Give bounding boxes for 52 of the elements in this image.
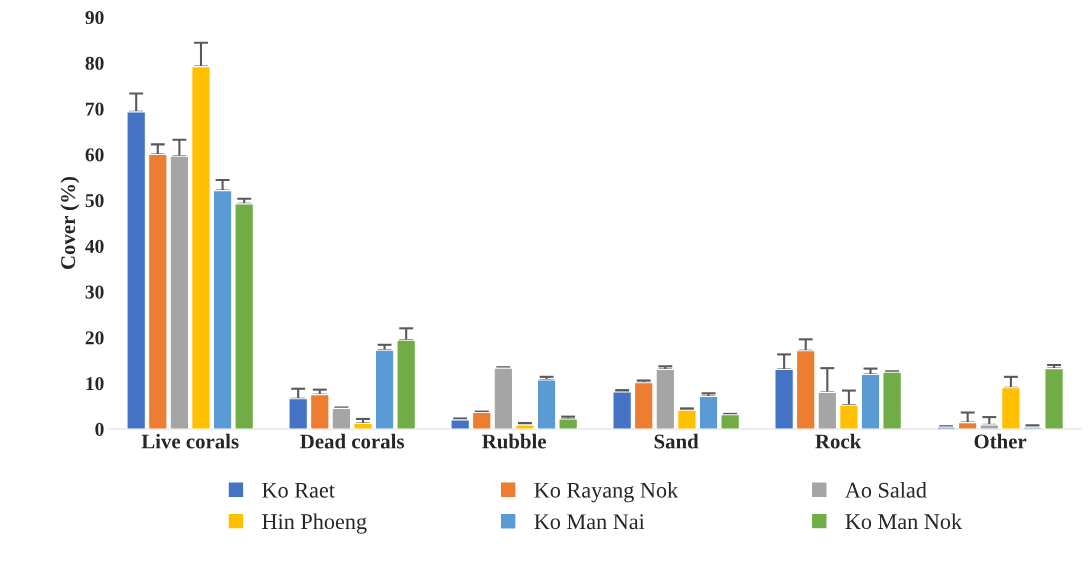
bar <box>634 382 654 429</box>
x-tick-label: Other <box>974 433 1027 449</box>
bar <box>698 395 719 429</box>
y-tick-label: 50 <box>85 194 104 208</box>
legend-label: Ko Man Nok <box>845 513 963 530</box>
y-axis-title: Cover (%) <box>60 177 80 270</box>
y-tick-label: 10 <box>86 377 104 391</box>
bar <box>234 203 254 429</box>
bar <box>1044 368 1064 429</box>
bar <box>536 379 557 429</box>
bar <box>720 414 740 429</box>
legend-label: Ko Raet <box>262 482 335 498</box>
bar <box>450 419 470 429</box>
bar <box>374 349 395 429</box>
bar <box>148 153 168 429</box>
x-tick-label: Sand <box>654 433 699 449</box>
x-tick-label: Rock <box>815 433 862 449</box>
bar <box>310 394 330 429</box>
y-tick-label: 70 <box>86 102 104 116</box>
y-tick-label: 60 <box>85 148 104 162</box>
y-tick-label: 30 <box>85 285 104 299</box>
bar <box>169 155 190 429</box>
bar <box>1001 387 1021 429</box>
bar <box>191 66 211 429</box>
y-tick-label: 0 <box>95 422 104 436</box>
y-tick-label: 80 <box>85 56 104 70</box>
bar <box>612 391 632 429</box>
bar <box>493 367 514 429</box>
bar <box>353 422 373 429</box>
y-tick-label: 90 <box>85 10 104 25</box>
bar <box>126 111 146 429</box>
bar <box>331 407 352 429</box>
bar <box>558 418 578 429</box>
bar <box>288 398 308 429</box>
y-tick-label: 40 <box>85 239 104 253</box>
bar <box>677 409 697 429</box>
x-tick-label: Live corals <box>141 433 239 449</box>
legend-label: Ko Rayang Nok <box>534 482 679 503</box>
bar <box>212 190 233 429</box>
bar <box>472 411 492 429</box>
x-tick-label: Rubble <box>482 433 547 449</box>
bar <box>774 368 794 429</box>
bar <box>839 404 859 429</box>
x-tick-label: Dead corals <box>300 433 405 449</box>
bar <box>882 371 902 429</box>
bar <box>396 339 416 429</box>
legend-label: Ao Salad <box>845 482 927 498</box>
y-tick-label: 20 <box>85 331 104 345</box>
bar <box>860 373 881 429</box>
bar <box>655 368 676 429</box>
legend-label: Ko Man Nai <box>534 514 645 530</box>
legend-label: Hin Phoeng <box>262 513 367 534</box>
